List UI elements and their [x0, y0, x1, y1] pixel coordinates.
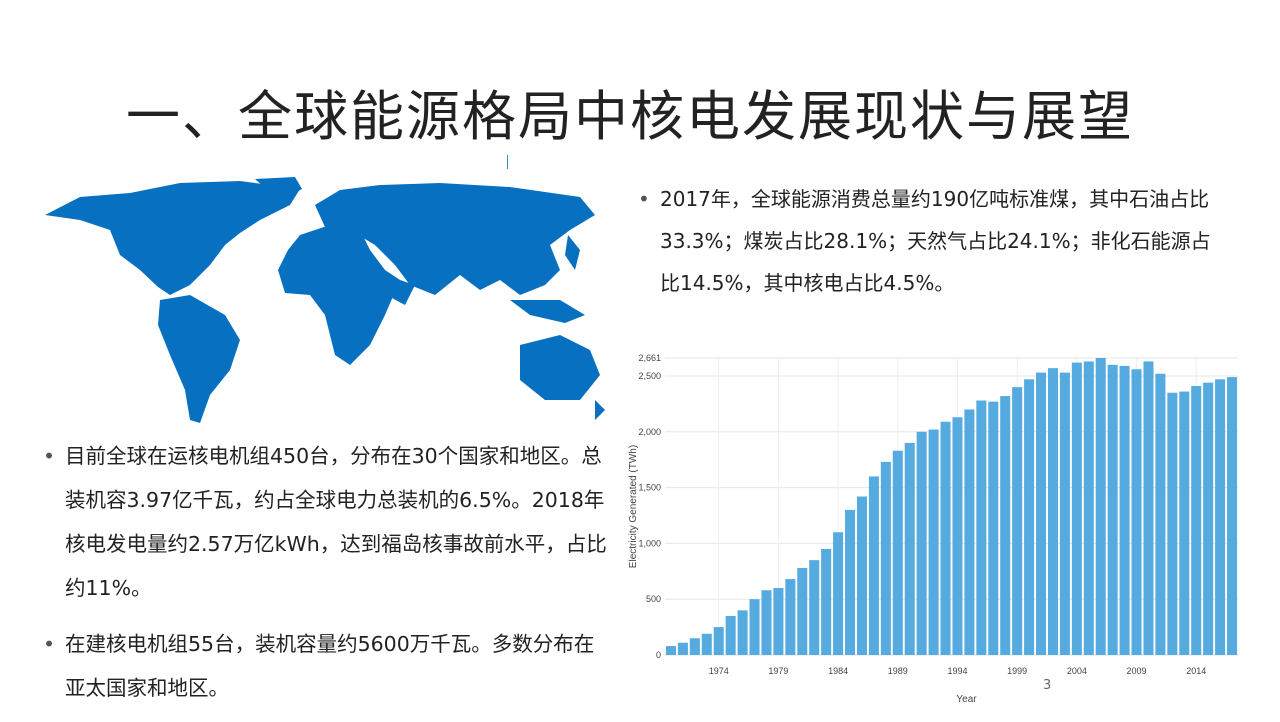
x-tick-label: 1974: [709, 666, 729, 676]
x-tick-label: 2014: [1186, 666, 1206, 676]
x-axis-label: Year: [956, 694, 977, 705]
bar: [1131, 369, 1142, 655]
bar: [1071, 362, 1082, 655]
bar: [1191, 386, 1202, 655]
bar: [773, 588, 784, 655]
x-tick-label: 1979: [768, 666, 788, 676]
bar: [904, 442, 915, 655]
y-axis-label: Electricity Generated (TWh): [628, 445, 639, 568]
bar: [880, 461, 891, 655]
bar: [928, 429, 939, 655]
bar: [1203, 382, 1214, 655]
bullet: 在建核电机组55台，装机容量约5600万千瓦。多数分布在亚太国家和地区。: [43, 622, 608, 710]
bar: [1227, 377, 1238, 655]
bar: [1024, 379, 1035, 655]
bar: [940, 421, 951, 655]
bar: [964, 409, 975, 655]
slide-title: 一、全球能源格局中核电发展现状与展望: [126, 85, 1134, 148]
x-tick-label: 1999: [1007, 666, 1027, 676]
world-map: [45, 177, 605, 423]
bar: [797, 567, 808, 655]
bar: [809, 560, 820, 655]
bar: [785, 579, 796, 655]
bullet: 目前全球在运核电机组450台，分布在30个国家和地区。总装机容3.97亿千瓦，约…: [43, 434, 608, 610]
bar: [1107, 364, 1118, 655]
bar: [1000, 396, 1011, 655]
bar: [1083, 361, 1094, 655]
left-bullets: 目前全球在运核电机组450台，分布在30个国家和地区。总装机容3.97亿千瓦，约…: [43, 434, 608, 722]
bar: [713, 627, 724, 655]
bar: [916, 431, 927, 655]
y-tick-label: 500: [646, 594, 661, 604]
page-number: 3: [1043, 678, 1052, 693]
y-tick-label: 2,661: [638, 353, 661, 363]
chart: 0 500 1,000 1,500 2,000 2,500 2,661 1974 1979 198…: [628, 353, 1238, 705]
bar: [677, 642, 688, 655]
bar: [1095, 358, 1106, 655]
x-tick-label: 2009: [1127, 666, 1147, 676]
bullet: 2017年，全球能源消费总量约190亿吨标准煤，其中石油占比33.3%；煤炭占比…: [638, 178, 1230, 304]
bar: [892, 450, 903, 655]
x-tick-label: 1984: [828, 666, 848, 676]
right-bullets: 2017年，全球能源消费总量约190亿吨标准煤，其中石油占比33.3%；煤炭占比…: [638, 178, 1230, 304]
bar: [1047, 368, 1058, 655]
bar: [952, 417, 963, 655]
bar: [833, 532, 844, 655]
x-tick-label: 1989: [888, 666, 908, 676]
bar: [725, 615, 736, 655]
bar: [1167, 392, 1178, 655]
bar: [701, 633, 712, 655]
bar: [845, 509, 856, 655]
x-tick-label: 2004: [1067, 666, 1087, 676]
x-tick-label: 1994: [947, 666, 967, 676]
y-tick-label: 0: [656, 650, 661, 660]
bar: [749, 599, 760, 655]
bar: [761, 590, 772, 655]
bar: [976, 400, 987, 655]
bar: [988, 401, 999, 655]
bar: [1179, 391, 1190, 655]
bar: [1012, 387, 1023, 655]
y-tick-label: 2,500: [638, 371, 661, 381]
bar: [1143, 361, 1154, 655]
divider: [507, 155, 508, 169]
bar: [1155, 373, 1166, 655]
bar: [737, 610, 748, 655]
bar: [856, 496, 867, 655]
bar: [1119, 365, 1130, 655]
bar: [821, 548, 832, 655]
bar: [868, 476, 879, 655]
bar: [665, 646, 676, 655]
y-tick-label: 1,500: [638, 483, 661, 493]
y-tick-label: 1,000: [638, 538, 661, 548]
bar: [1215, 379, 1226, 655]
bar: [1059, 372, 1070, 655]
bar: [689, 638, 700, 655]
bar: [1036, 372, 1047, 655]
y-tick-label: 2,000: [638, 427, 661, 437]
